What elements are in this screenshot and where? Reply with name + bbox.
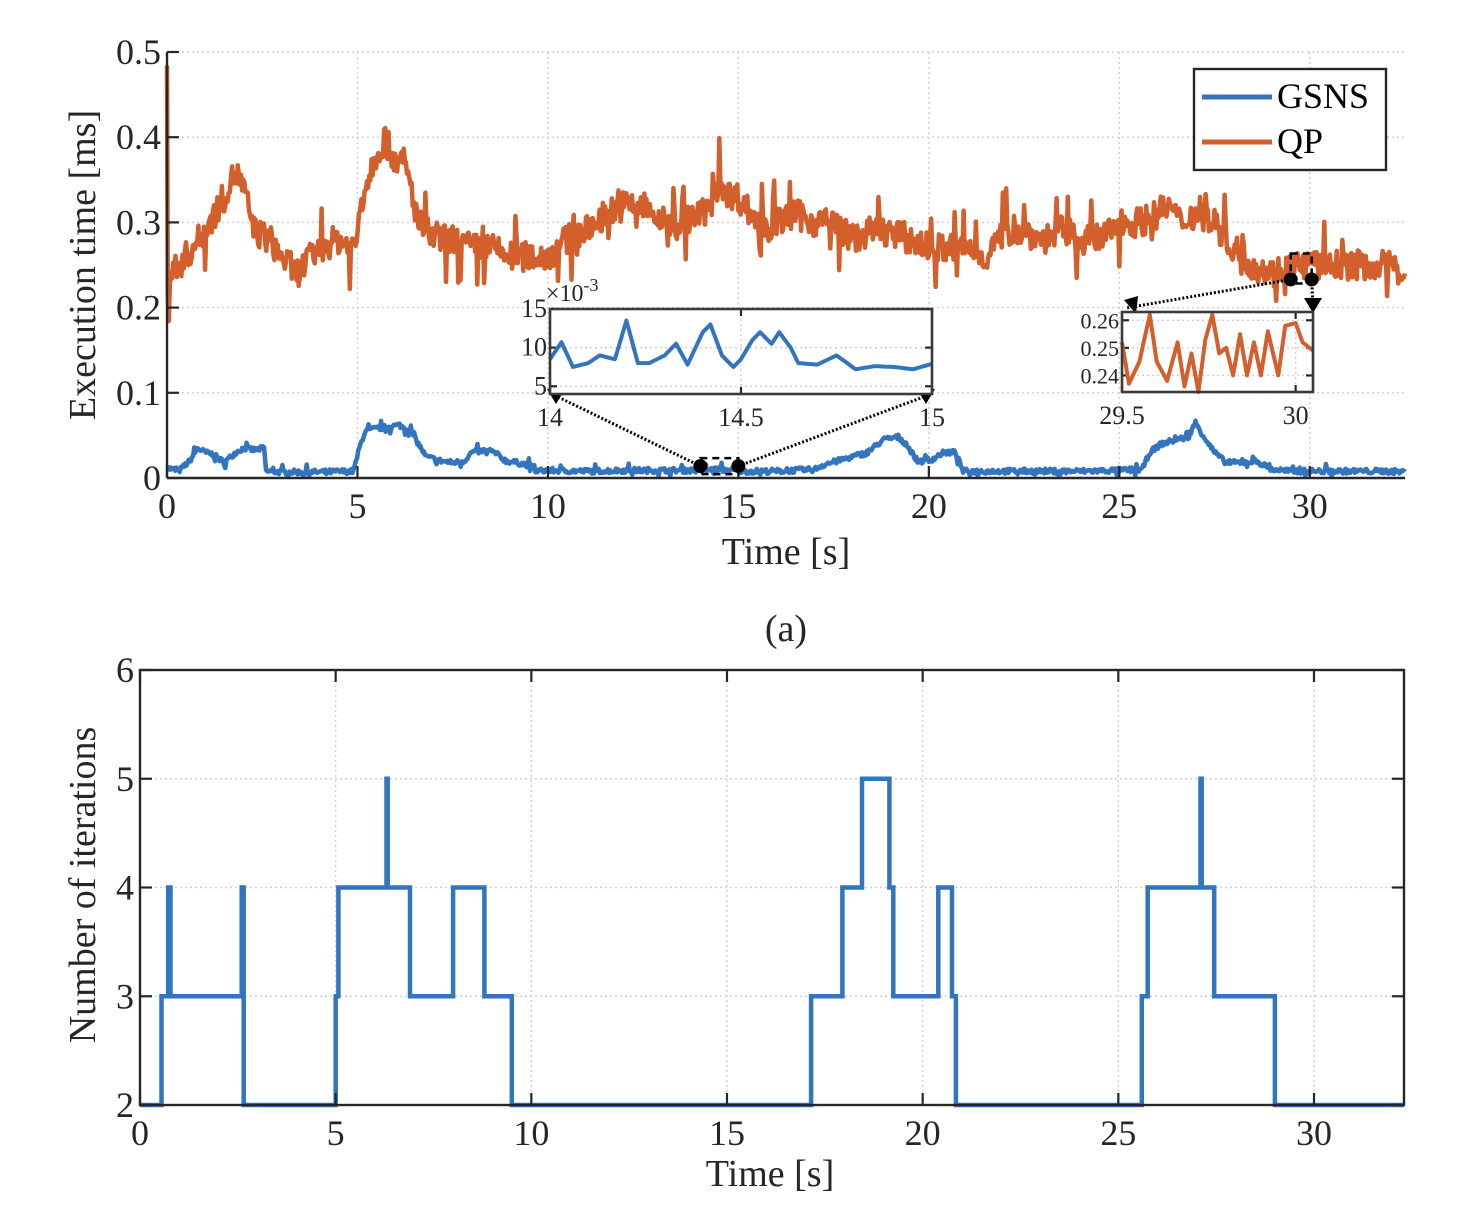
zoom-connector-line	[555, 394, 701, 468]
x-axis-label: Time [s]	[706, 1153, 834, 1195]
inset-x-tick-label: 30	[1283, 401, 1309, 430]
x-tick-label: 5	[348, 486, 366, 526]
series-layer	[164, 65, 1408, 479]
x-axis-label: Time [s]	[722, 531, 850, 573]
y-tick-label: 0.2	[116, 288, 161, 328]
axes-box	[138, 668, 1406, 1107]
y-tick-label: 0.1	[116, 373, 161, 413]
inset-box	[1120, 310, 1315, 394]
x-tick-label: 25	[1100, 1113, 1136, 1153]
legend-label-gsns: GSNS	[1277, 76, 1369, 116]
axes	[138, 668, 1406, 1107]
x-tick-label: 20	[911, 486, 947, 526]
inset-x-tick-label: 14.5	[718, 403, 764, 432]
y-tick-label: 3	[116, 976, 134, 1016]
x-tick-label: 25	[1101, 486, 1137, 526]
connector-dot	[1304, 272, 1319, 287]
x-tick-label: 5	[327, 1113, 345, 1153]
inset-series-line	[1120, 312, 1315, 394]
series-line-gsns	[165, 418, 1407, 479]
connector-dot	[1283, 272, 1298, 287]
y-tick-label: 0.4	[116, 117, 161, 157]
inset-x-tick-label: 14	[537, 403, 563, 432]
x-tick-label: 15	[709, 1113, 745, 1153]
legend-label-qp: QP	[1277, 121, 1323, 161]
zoom-connectors	[547, 252, 1322, 476]
connector-dot	[693, 459, 708, 474]
connector-arrowhead	[1304, 298, 1322, 313]
inset-box	[548, 307, 934, 396]
y-axis-label: Execution time [ms]	[62, 110, 104, 420]
y-tick-label: 0	[143, 458, 161, 498]
execution-time-chart: 0 5 10 15 20 25 30 0 0.1 0.2 0.3 0.4 0.5 Time [s] Ex…	[62, 32, 1408, 573]
y-tick-label: 2	[116, 1085, 134, 1125]
x-tick-label: 30	[1292, 486, 1328, 526]
legend-box	[1192, 67, 1388, 172]
iterations-chart: 0 5 10 15 20 25 30 2 3 4 5 6 Time [s] Number of ite…	[62, 650, 1406, 1195]
zoom-connector-line	[737, 394, 927, 468]
x-tick-label: 30	[1296, 1113, 1332, 1153]
y-tick-label: 0.3	[116, 202, 161, 242]
tick-labels: 0 5 10 15 20 25 30 2 3 4 5 6	[116, 650, 1332, 1153]
inset-y-tick-label: 0.25	[1081, 336, 1120, 361]
inset-y-multiplier-exp: -3	[584, 275, 599, 295]
y-tick-label: 4	[116, 868, 134, 908]
legend: GSNS QP	[1192, 67, 1388, 172]
zoom-connector-line	[1125, 278, 1291, 310]
series-line-gsns	[140, 776, 1404, 1108]
inset-y-tick-label: 0.26	[1081, 308, 1120, 333]
tick-labels: 0 5 10 15 20 25 30 0 0.1 0.2 0.3 0.4 0.5	[116, 32, 1328, 526]
inset-y-tick-label: 10	[521, 333, 547, 362]
inset-y-tick-label: 5	[534, 371, 547, 400]
inset-x-tick-label: 29.5	[1099, 401, 1145, 430]
series-line-qp	[164, 65, 1408, 324]
x-tick-label: 10	[513, 1113, 549, 1153]
y-axis-label: Number of iterations	[62, 727, 104, 1044]
x-tick-label: 0	[131, 1113, 149, 1153]
inset-y-tick-label: 0.24	[1081, 363, 1120, 388]
x-tick-label: 10	[530, 486, 566, 526]
inset-background	[550, 309, 932, 394]
y-tick-label: 0.5	[116, 32, 161, 72]
x-tick-label: 15	[720, 486, 756, 526]
x-tick-label: 0	[158, 486, 176, 526]
axes	[165, 50, 1405, 480]
inset-y-tick-label: 15	[521, 294, 547, 323]
inset-series-line	[548, 318, 933, 372]
series-layer	[140, 776, 1404, 1108]
y-tick-label: 5	[116, 759, 134, 799]
connector-arrowhead	[1124, 296, 1138, 314]
inset-qp: 29.5 30 0.240.25 0.26	[1081, 308, 1315, 430]
y-tick-label: 6	[116, 650, 134, 690]
inset-x-tick-label: 15	[919, 403, 945, 432]
x-tick-label: 20	[905, 1113, 941, 1153]
zoom-source-box	[1289, 252, 1313, 285]
subcaption-a: (a)	[765, 608, 807, 650]
connector-dot	[731, 459, 746, 474]
